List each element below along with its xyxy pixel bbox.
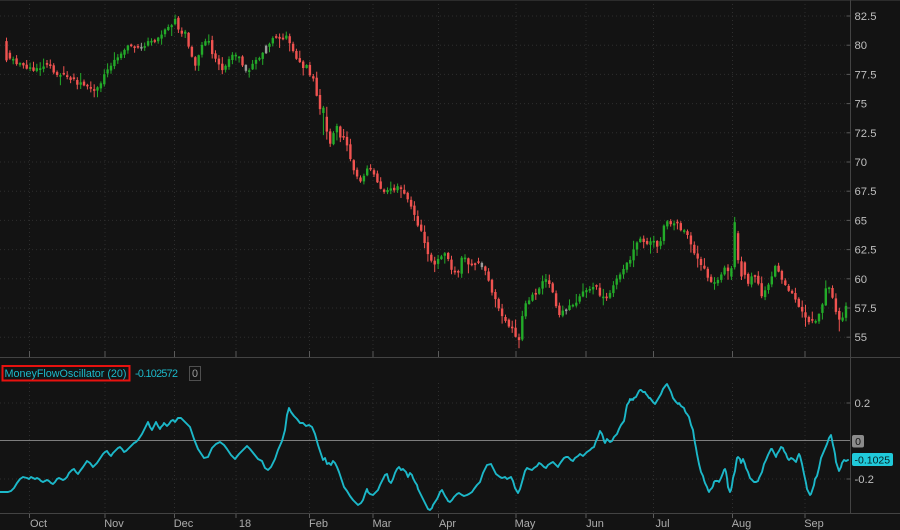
svg-text:80: 80 [855, 40, 868, 52]
svg-text:-0.2: -0.2 [855, 474, 874, 486]
svg-text:Oct: Oct [30, 518, 47, 530]
svg-text:Apr: Apr [439, 518, 456, 530]
svg-text:75: 75 [855, 99, 868, 111]
svg-text:Aug: Aug [732, 518, 752, 530]
svg-text:Jul: Jul [655, 518, 669, 530]
svg-text:May: May [515, 518, 536, 530]
svg-text:60: 60 [855, 274, 868, 286]
svg-text:67.5: 67.5 [855, 186, 877, 198]
svg-text:Mar: Mar [373, 518, 392, 530]
svg-text:72.5: 72.5 [855, 128, 877, 140]
svg-text:-0.1025: -0.1025 [855, 454, 891, 466]
svg-text:65: 65 [855, 215, 868, 227]
svg-text:57.5: 57.5 [855, 303, 877, 315]
svg-text:70: 70 [855, 157, 868, 169]
svg-text:0: 0 [855, 436, 861, 448]
svg-text:Sep: Sep [804, 518, 824, 530]
svg-text:82.5: 82.5 [855, 11, 877, 23]
svg-text:62.5: 62.5 [855, 245, 877, 257]
svg-text:77.5: 77.5 [855, 69, 877, 81]
svg-text:MoneyFlowOscillator (20): MoneyFlowOscillator (20) [5, 368, 127, 380]
svg-text:0: 0 [192, 368, 198, 380]
svg-text:Nov: Nov [104, 518, 124, 530]
svg-text:Dec: Dec [174, 518, 194, 530]
svg-text:Feb: Feb [309, 518, 328, 530]
svg-text:-0.102572: -0.102572 [135, 368, 178, 380]
svg-text:55: 55 [855, 332, 868, 344]
svg-text:18: 18 [239, 518, 251, 530]
svg-text:Jun: Jun [586, 518, 604, 530]
svg-text:0.2: 0.2 [855, 398, 871, 410]
